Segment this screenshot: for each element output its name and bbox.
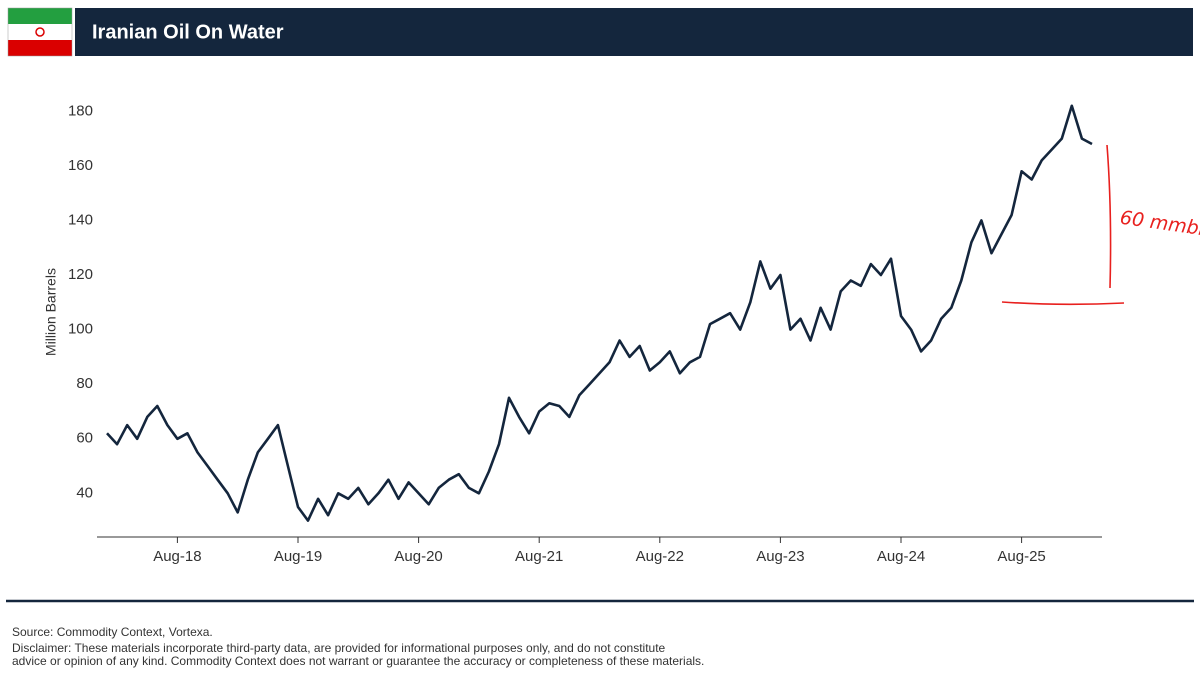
source: Source: Commodity Context, Vortexa. (12, 625, 213, 639)
line-series (106, 104, 1093, 522)
y-tick-label: 180 (68, 102, 93, 119)
x-tick-label: Aug-23 (756, 548, 804, 565)
x-tick-label: Aug-21 (515, 548, 563, 565)
disclaimer: advice or opinion of any kind. Commodity… (12, 654, 704, 668)
annotation: 60 mmbbl (1119, 207, 1200, 242)
x-tick-label: Aug-18 (153, 548, 201, 565)
y-tick-label: 100 (68, 321, 93, 338)
x-tick-label: Aug-19 (274, 548, 322, 565)
flag (7, 7, 73, 57)
chart-title: Iranian Oil On Water (92, 21, 284, 43)
x-tick-label: Aug-20 (394, 548, 442, 565)
x-tick-label: Aug-25 (997, 548, 1045, 565)
y-tick-label: 160 (68, 157, 93, 174)
y-axis-label: Million Barrels (43, 268, 59, 356)
y-tick-label: 80 (76, 375, 93, 392)
y-tick-label: 140 (68, 211, 93, 228)
x-tick-label: Aug-24 (877, 548, 925, 565)
disclaimer: Disclaimer: These materials incorporate … (12, 641, 666, 655)
y-tick-label: 40 (76, 484, 93, 501)
y-tick-label: 60 (76, 430, 93, 447)
header-bar (75, 8, 1193, 56)
handwritten-annotation: 60 mmbbl (1001, 144, 1200, 306)
x-tick-label: Aug-22 (636, 548, 684, 565)
y-tick-label: 120 (68, 266, 93, 283)
